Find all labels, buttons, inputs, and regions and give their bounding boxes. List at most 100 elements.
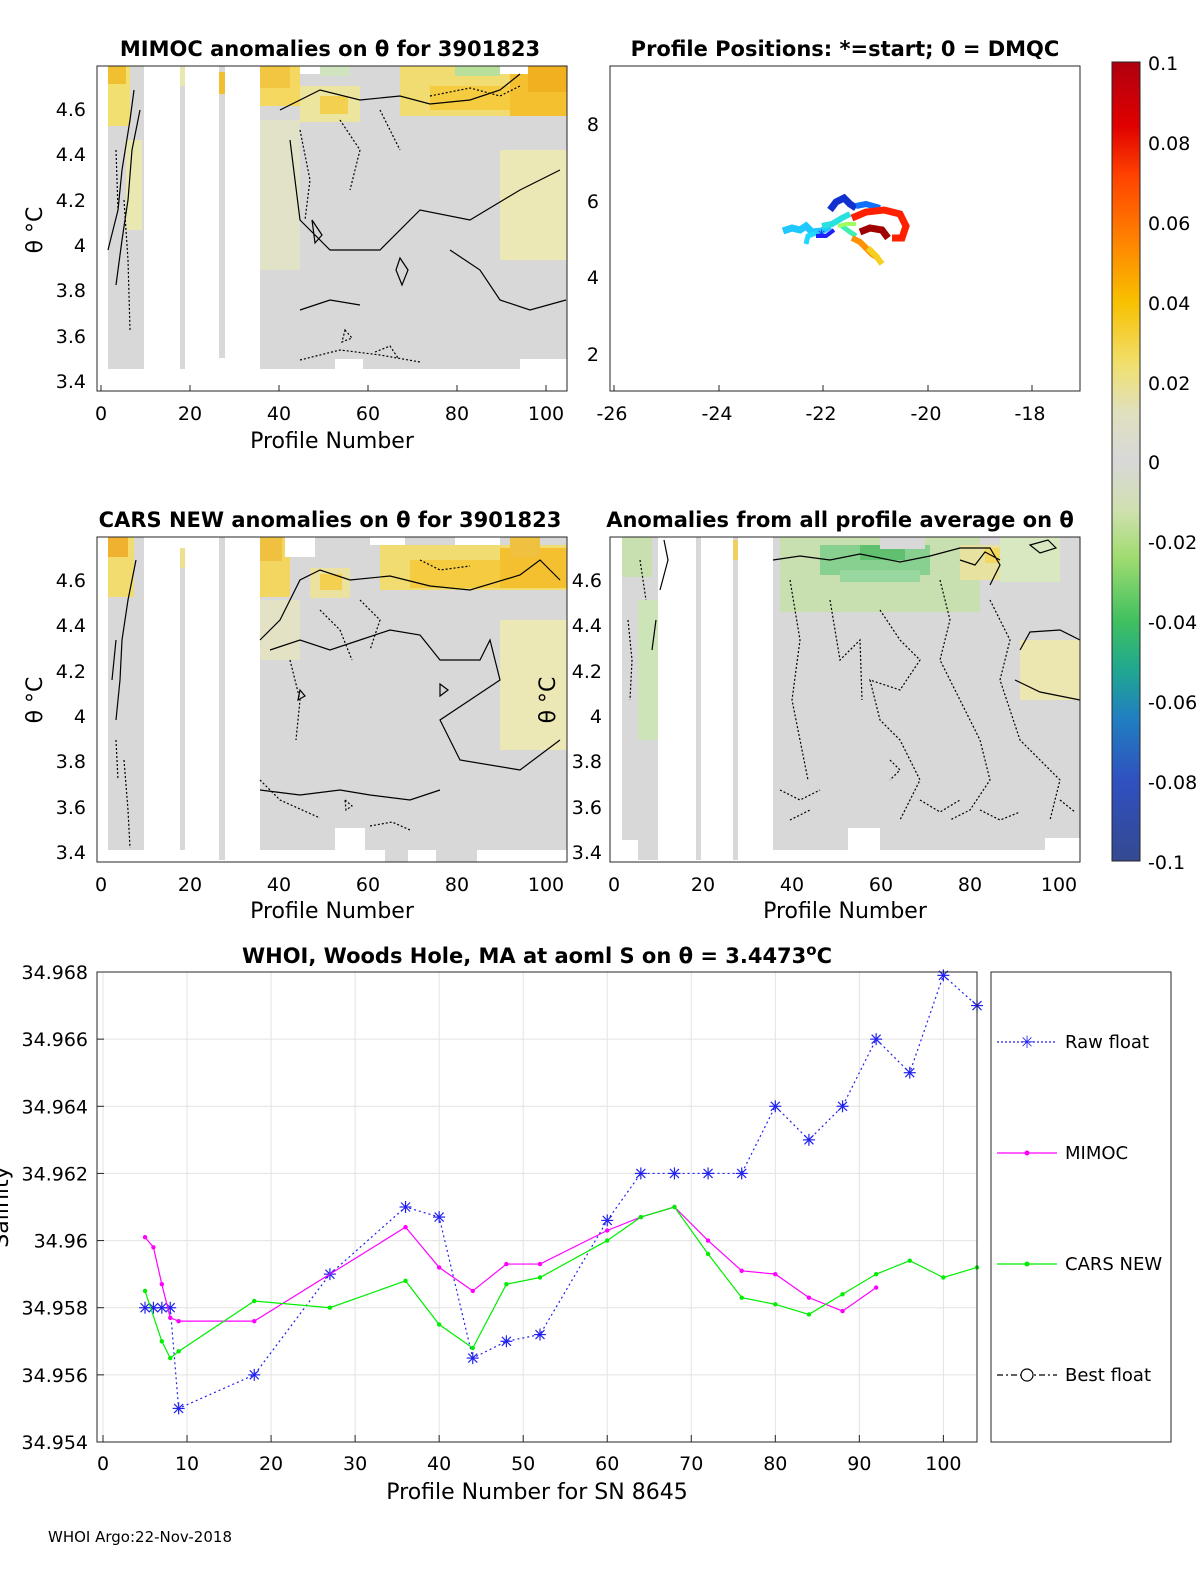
data-point: [327, 1305, 333, 1310]
positions-x-ticks: -26 -24 -22 -20 -18: [596, 385, 1046, 425]
data-point: [470, 1288, 475, 1294]
colorbar: 0.1 0.08 0.06 0.04 0.02 0 -0.02 -0.04 -0…: [1111, 53, 1197, 874]
mimoc-xtick: 80: [445, 403, 469, 425]
data-point: [176, 1349, 181, 1354]
data-point: [403, 1224, 408, 1230]
circle-marker-icon: [1020, 1368, 1034, 1382]
x-tick-label: 50: [511, 1453, 535, 1475]
data-point: [705, 1238, 711, 1243]
mimoc-xlabel: Profile Number: [250, 429, 415, 454]
avg-title: Anomalies from all profile average on θ: [606, 508, 1074, 532]
avg-axes: [609, 536, 1081, 863]
data-point: [537, 1261, 543, 1267]
mimoc-ytick: 4.6: [56, 99, 86, 121]
positions-ytick: 4: [587, 267, 599, 289]
mimoc-xtick: 60: [356, 403, 380, 425]
chart-title-main: WHOI, Woods Hole, MA at aoml S on θ = 3.…: [242, 944, 806, 968]
data-point: [176, 1318, 181, 1324]
data-point-asterisk: [702, 1167, 715, 1180]
data-point: [168, 1355, 173, 1361]
avg-ytick: 3.4: [572, 842, 602, 864]
mimoc-ylabel: θ °C: [23, 207, 48, 254]
mimoc-ytick: 4: [74, 235, 86, 257]
positions-title: Profile Positions: *=start; 0 = DMQC: [631, 37, 1060, 61]
colorbar-tick: -0.08: [1148, 772, 1197, 794]
avg-xtick: 80: [958, 874, 982, 896]
data-point: [638, 1214, 644, 1220]
avg-xtick: 0: [608, 874, 620, 896]
avg-xtick: 20: [691, 874, 715, 896]
x-tick-label: 20: [259, 1453, 283, 1475]
colorbar-tick: 0: [1148, 452, 1160, 474]
data-point-asterisk: [147, 1301, 160, 1314]
avg-xtick: 60: [869, 874, 893, 896]
data-point: [151, 1245, 156, 1250]
cars-axes: [96, 536, 568, 863]
cars-xtick: 20: [178, 874, 202, 896]
positions-xtick: -22: [805, 403, 836, 425]
data-point: [252, 1298, 257, 1304]
series-cars-new: [142, 1204, 980, 1361]
y-tick-label: 34.954: [22, 1432, 88, 1454]
data-point: [773, 1271, 778, 1277]
avg-y-ticks: 3.4 3.6 3.8 4 4.2 4.4 4.6: [572, 570, 602, 864]
positions-ytick: 8: [587, 114, 599, 136]
data-point-asterisk: [399, 1201, 412, 1213]
x-tick-label: 40: [427, 1453, 451, 1475]
data-point-asterisk: [634, 1167, 647, 1180]
positions-ytick: 6: [587, 191, 599, 213]
avg-ytick: 4.2: [572, 661, 602, 683]
legend-raw-float: ✳ Raw float: [997, 1032, 1149, 1053]
x-tick-label: 70: [679, 1453, 703, 1475]
positions-y-ticks: 2 4 6 8: [587, 114, 599, 366]
y-tick-label: 34.956: [22, 1365, 88, 1387]
x-tick-label: 0: [97, 1453, 109, 1475]
avg-ytick: 4: [590, 706, 602, 728]
chart-plot-area: [97, 972, 977, 1442]
cars-ytick: 4.2: [56, 661, 86, 683]
data-point-asterisk: [433, 1211, 446, 1224]
data-point: [840, 1292, 845, 1297]
avg-xtick: 100: [1041, 874, 1077, 896]
mimoc-xtick: 0: [95, 403, 107, 425]
avg-xlabel: Profile Number: [763, 899, 928, 924]
salinity-chart: WHOI, Woods Hole, MA at aoml S on θ = 3.…: [0, 941, 1172, 1505]
legend-box: [990, 971, 1172, 1443]
colorbar-tick: 0.08: [1148, 133, 1190, 155]
avg-ytick: 3.8: [572, 751, 602, 773]
x-tick-label: 90: [847, 1453, 871, 1475]
mimoc-ytick: 3.6: [56, 326, 86, 348]
data-point-asterisk: [903, 1066, 916, 1079]
mimoc-ytick: 3.8: [56, 280, 86, 302]
y-tick-label: 34.966: [22, 1029, 88, 1051]
cars-x-ticks: 0 20 40 60 80 100: [95, 874, 564, 896]
data-point: [537, 1275, 543, 1280]
cars-xtick: 60: [356, 874, 380, 896]
mimoc-xtick: 40: [267, 403, 291, 425]
data-point: [504, 1261, 509, 1267]
mimoc-y-ticks: 3.4 3.6 3.8 4 4.2 4.4 4.6: [56, 99, 86, 393]
colorbar-tick: -0.02: [1148, 532, 1197, 554]
avg-x-ticks: 0 20 40 60 80 100: [608, 874, 1077, 896]
legend-mimoc: MIMOC: [997, 1143, 1128, 1164]
cars-xtick: 100: [528, 874, 564, 896]
positions-xtick: -20: [910, 403, 941, 425]
avg-ytick: 4.6: [572, 570, 602, 592]
data-point: [773, 1302, 778, 1307]
mimoc-ytick: 4.4: [56, 144, 86, 166]
footer-text: WHOI Argo:22-Nov-2018: [48, 1528, 232, 1546]
data-point: [941, 1275, 946, 1280]
colorbar-tick: -0.04: [1148, 612, 1197, 634]
data-point-asterisk: [735, 1167, 748, 1180]
data-point-asterisk: [937, 969, 950, 982]
data-point: [806, 1312, 812, 1317]
legend-cars-new: CARS NEW: [997, 1254, 1162, 1275]
data-point: [873, 1285, 879, 1290]
data-point-asterisk: [164, 1301, 177, 1314]
colorbar-tick: -0.06: [1148, 692, 1197, 714]
data-point: [159, 1339, 165, 1344]
asterisk-marker-icon: ✳: [1020, 1033, 1034, 1053]
y-tick-label: 34.964: [22, 1096, 88, 1118]
data-point: [907, 1258, 912, 1263]
data-point-asterisk: [769, 1100, 782, 1113]
